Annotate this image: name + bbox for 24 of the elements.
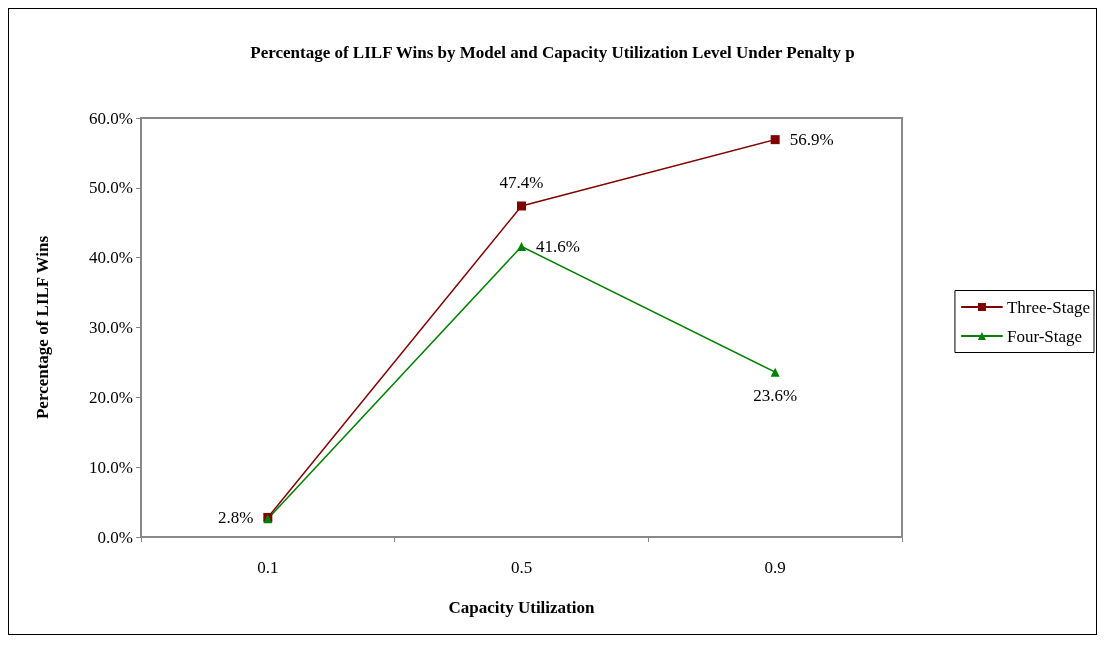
legend-label: Four-Stage: [1006, 326, 1083, 346]
point: [770, 367, 780, 377]
y-tick-label: 30.0%: [89, 318, 133, 337]
data-label: 41.6%: [536, 236, 580, 256]
point: [517, 201, 526, 211]
legend-label: Three-Stage: [1006, 297, 1091, 317]
data-label: 47.4%: [499, 173, 544, 193]
x-tick-label: 0.1: [257, 558, 279, 577]
x-tick-label: 0.5: [510, 558, 533, 577]
y-tick-label: 60.0%: [89, 108, 133, 128]
x-axis-title: Capacity Utilization: [448, 598, 595, 617]
data-label: 23.6%: [753, 385, 798, 405]
y-tick-label: 50.0%: [89, 178, 133, 198]
data-label: 56.9%: [789, 130, 834, 150]
x-tick-label: 0.9: [764, 558, 786, 577]
point: [770, 135, 780, 145]
y-tick-label: 40.0%: [89, 248, 133, 268]
y-tick-label: 0.0%: [97, 527, 133, 547]
y-axis-title: Percentage of LILF Wins: [33, 235, 52, 420]
chart-title: Percentage of LILF Wins by Model and Capacity Utilization Level Under Penalty p: [250, 43, 855, 62]
y-tick-label: 20.0%: [89, 387, 133, 407]
data-label: 2.8%: [217, 507, 254, 527]
y-tick-label: 10.0%: [89, 457, 133, 477]
point: [517, 241, 526, 251]
